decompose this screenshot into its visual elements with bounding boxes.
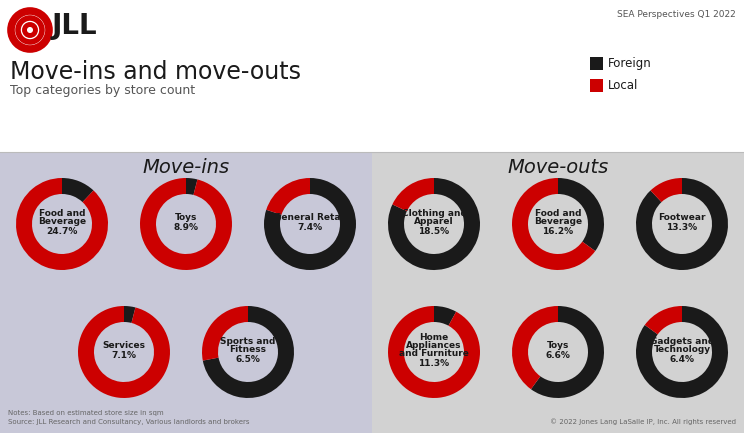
Wedge shape <box>388 306 480 398</box>
Wedge shape <box>434 306 456 326</box>
Text: 16.2%: 16.2% <box>542 227 574 236</box>
Text: Fitness: Fitness <box>229 346 266 355</box>
Circle shape <box>529 195 587 253</box>
Wedge shape <box>124 306 135 323</box>
Text: 8.9%: 8.9% <box>173 223 199 233</box>
Wedge shape <box>16 178 108 270</box>
Wedge shape <box>558 178 604 251</box>
Text: 13.3%: 13.3% <box>667 223 698 233</box>
Text: © 2022 Jones Lang LaSalle IP, Inc. All rights reserved: © 2022 Jones Lang LaSalle IP, Inc. All r… <box>550 418 736 425</box>
Circle shape <box>157 195 215 253</box>
Text: Clothing and: Clothing and <box>402 210 466 219</box>
Circle shape <box>219 323 277 381</box>
Text: 7.4%: 7.4% <box>298 223 323 233</box>
Bar <box>0 0 744 152</box>
Circle shape <box>653 195 711 253</box>
Text: Home: Home <box>420 333 449 343</box>
Text: Move-ins and move-outs: Move-ins and move-outs <box>10 60 301 84</box>
Text: Top categories by store count: Top categories by store count <box>10 84 195 97</box>
Wedge shape <box>140 178 232 270</box>
Text: Move-outs: Move-outs <box>507 158 609 177</box>
Text: and Furniture: and Furniture <box>399 349 469 359</box>
Text: Toys: Toys <box>547 342 569 350</box>
Text: Technology: Technology <box>653 346 711 355</box>
Wedge shape <box>202 306 248 361</box>
Text: Apparel: Apparel <box>414 217 454 226</box>
Wedge shape <box>203 306 294 398</box>
Wedge shape <box>645 306 682 334</box>
Text: Beverage: Beverage <box>534 217 582 226</box>
Text: 6.4%: 6.4% <box>670 355 694 365</box>
Text: 6.6%: 6.6% <box>545 352 571 361</box>
Text: Toys: Toys <box>175 213 197 223</box>
Wedge shape <box>392 178 434 211</box>
Wedge shape <box>186 178 197 195</box>
Bar <box>590 79 603 92</box>
Wedge shape <box>388 178 480 270</box>
Text: Beverage: Beverage <box>38 217 86 226</box>
Wedge shape <box>78 306 170 398</box>
Wedge shape <box>266 178 310 215</box>
Bar <box>590 57 603 70</box>
Wedge shape <box>62 178 94 202</box>
Text: Local: Local <box>608 79 638 92</box>
Text: Sports and: Sports and <box>220 337 276 346</box>
Text: Food and: Food and <box>535 210 581 219</box>
Wedge shape <box>531 306 604 398</box>
Text: 7.1%: 7.1% <box>112 352 136 361</box>
Wedge shape <box>264 178 356 270</box>
Text: Foreign: Foreign <box>608 57 652 70</box>
Text: Move-ins: Move-ins <box>142 158 230 177</box>
Wedge shape <box>650 178 682 202</box>
Bar <box>0 152 372 433</box>
Text: Food and: Food and <box>39 210 86 219</box>
Text: Services: Services <box>103 342 146 350</box>
Text: 18.5%: 18.5% <box>418 227 449 236</box>
Text: Footwear: Footwear <box>658 213 706 223</box>
Circle shape <box>95 323 153 381</box>
Text: JLL: JLL <box>52 12 97 40</box>
Wedge shape <box>512 178 595 270</box>
Text: Appliances: Appliances <box>406 342 462 350</box>
Circle shape <box>529 323 587 381</box>
Text: 11.3%: 11.3% <box>418 359 449 368</box>
Wedge shape <box>512 306 558 389</box>
Bar <box>372 152 744 433</box>
Text: SEA Perspectives Q1 2022: SEA Perspectives Q1 2022 <box>618 10 736 19</box>
Text: General Retail: General Retail <box>274 213 347 223</box>
Circle shape <box>405 323 463 381</box>
Text: Notes: Based on estimated store size in sqm
Source: JLL Research and Consultancy: Notes: Based on estimated store size in … <box>8 410 249 425</box>
Circle shape <box>281 195 339 253</box>
Text: 24.7%: 24.7% <box>46 227 77 236</box>
Circle shape <box>405 195 463 253</box>
Text: 6.5%: 6.5% <box>236 355 260 365</box>
Wedge shape <box>636 178 728 270</box>
Wedge shape <box>636 306 728 398</box>
Text: Gadgets and: Gadgets and <box>650 337 714 346</box>
Circle shape <box>653 323 711 381</box>
Circle shape <box>33 195 91 253</box>
